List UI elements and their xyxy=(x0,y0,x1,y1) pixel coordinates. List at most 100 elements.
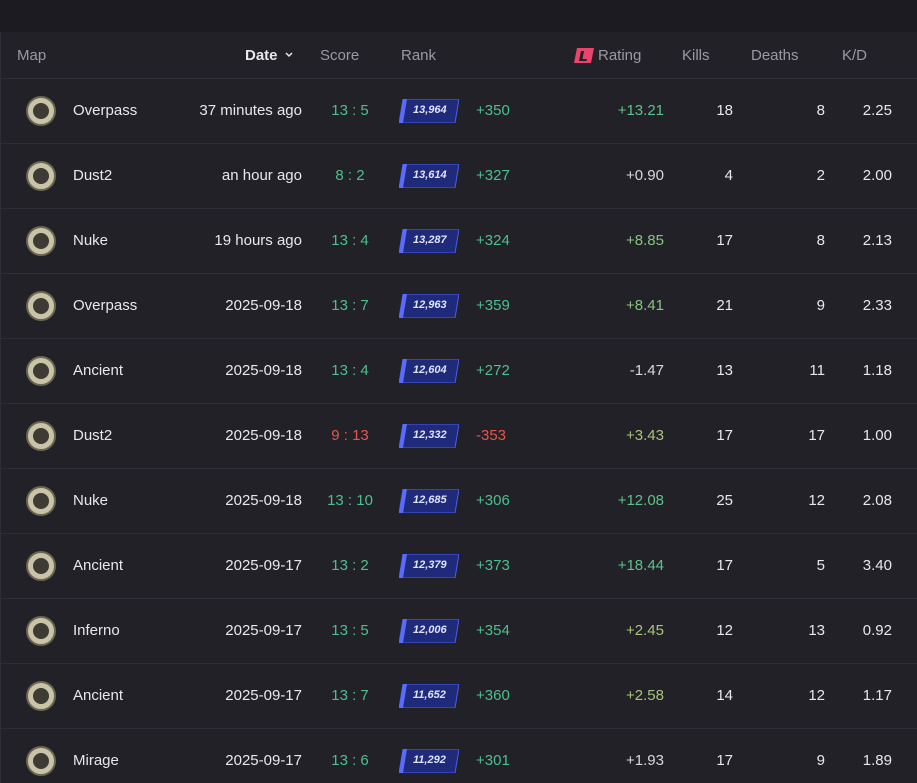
match-date: 2025-09-18 xyxy=(225,362,302,379)
deaths: 9 xyxy=(816,297,825,314)
map-name: Ancient xyxy=(73,557,124,574)
col-map[interactable]: Map xyxy=(17,47,47,64)
col-date[interactable]: Date xyxy=(245,47,278,64)
rank-badge: 13,287 xyxy=(399,229,459,253)
match-row[interactable]: Overpass 2025-09-18 13 : 7 12,963 +359 +8.41 2… xyxy=(1,274,917,339)
col-kills[interactable]: Kills xyxy=(682,47,710,64)
match-score: 13 : 7 xyxy=(331,687,369,704)
rating-logo xyxy=(574,48,594,63)
rank-value: 12,332 xyxy=(413,429,447,441)
match-row[interactable]: Nuke 2025-09-18 13 : 10 12,685 +306 +12.08 25 1… xyxy=(1,469,917,534)
map-name: Dust2 xyxy=(73,427,113,444)
rank-badge: 12,963 xyxy=(399,294,459,318)
match-row[interactable]: Mirage 2025-09-17 13 : 6 11,292 +301 +1.93 17 9… xyxy=(1,729,917,783)
kd-ratio: 2.33 xyxy=(862,297,892,314)
match-date: 37 minutes ago xyxy=(199,102,302,119)
match-score: 9 : 13 xyxy=(331,427,369,444)
match-date: 2025-09-17 xyxy=(225,752,302,769)
map-icon xyxy=(26,681,56,711)
rank-value: 12,963 xyxy=(413,299,447,311)
rating-change: +8.85 xyxy=(626,232,664,249)
map-icon xyxy=(26,356,56,386)
map-name: Ancient xyxy=(73,687,124,704)
rank-value: 11,292 xyxy=(413,754,446,766)
map-icon xyxy=(26,226,56,256)
rank-value: 11,652 xyxy=(413,689,446,701)
deaths: 9 xyxy=(816,752,825,769)
rank-change: +301 xyxy=(476,752,510,769)
match-date: 2025-09-17 xyxy=(225,557,302,574)
map-name: Ancient xyxy=(73,362,124,379)
kills: 14 xyxy=(716,687,733,704)
match-row[interactable]: Ancient 2025-09-17 13 : 7 11,652 +360 +2.58 14… xyxy=(1,664,917,729)
deaths: 5 xyxy=(816,557,825,574)
rank-change: -353 xyxy=(476,427,507,444)
kd-ratio: 2.13 xyxy=(862,232,892,249)
kd-ratio: 1.00 xyxy=(862,427,892,444)
rank-badge: 13,964 xyxy=(399,99,459,123)
match-row[interactable]: Overpass 37 minutes ago 13 : 5 13,964 +350 +1… xyxy=(1,79,917,144)
kills: 17 xyxy=(716,232,733,249)
rank-value: 12,006 xyxy=(413,624,447,636)
rating-change: +2.58 xyxy=(626,687,664,704)
kills: 18 xyxy=(716,102,733,119)
deaths: 13 xyxy=(808,622,825,639)
rating-change: +1.93 xyxy=(626,752,664,769)
map-icon xyxy=(26,421,56,451)
match-row[interactable]: Nuke 19 hours ago 13 : 4 13,287 +324 +8.85 17 8… xyxy=(1,209,917,274)
rank-badge: 12,604 xyxy=(399,359,459,383)
rank-badge: 12,006 xyxy=(399,619,459,643)
col-deaths[interactable]: Deaths xyxy=(751,47,799,64)
sort-icon xyxy=(285,52,293,58)
col-rank[interactable]: Rank xyxy=(401,47,437,64)
rank-value: 13,614 xyxy=(413,169,447,181)
map-name: Dust2 xyxy=(73,167,113,184)
map-icon xyxy=(26,291,56,321)
match-score: 13 : 7 xyxy=(331,297,369,314)
kills: 21 xyxy=(716,297,733,314)
map-name: Overpass xyxy=(73,102,138,119)
match-table: Map Date Score Rank Rating Kills Deaths … xyxy=(0,32,917,783)
deaths: 12 xyxy=(808,687,825,704)
kills: 17 xyxy=(716,557,733,574)
col-kd[interactable]: K/D xyxy=(842,47,868,64)
rank-badge: 12,379 xyxy=(399,554,459,578)
deaths: 11 xyxy=(809,362,825,379)
kd-ratio: 3.40 xyxy=(862,557,892,574)
kills: 17 xyxy=(716,752,733,769)
deaths: 17 xyxy=(808,427,825,444)
rank-change: +350 xyxy=(476,102,510,119)
match-score: 13 : 10 xyxy=(327,492,373,509)
map-name: Nuke xyxy=(73,492,109,509)
col-rating[interactable]: Rating xyxy=(598,47,642,64)
map-icon xyxy=(26,96,56,126)
rank-value: 12,379 xyxy=(413,559,447,571)
match-row[interactable]: Inferno 2025-09-17 13 : 5 12,006 +354 +2.45 12… xyxy=(1,599,917,664)
deaths: 8 xyxy=(816,232,825,249)
rank-change: +324 xyxy=(476,232,510,249)
match-row[interactable]: Ancient 2025-09-17 13 : 2 12,379 +373 +18.44 1… xyxy=(1,534,917,599)
match-row[interactable]: Dust2 an hour ago 8 : 2 13,614 +327 +0.90 4 2 2.… xyxy=(1,144,917,209)
rating-change: +12.08 xyxy=(617,492,664,509)
kd-ratio: 2.25 xyxy=(862,102,892,119)
rank-badge: 13,614 xyxy=(399,164,459,188)
rank-value: 13,287 xyxy=(413,234,447,246)
match-score: 13 : 4 xyxy=(331,232,369,249)
rank-badge: 11,652 xyxy=(399,684,459,708)
match-row[interactable]: Ancient 2025-09-18 13 : 4 12,604 +272 -1.47 13… xyxy=(1,339,917,404)
rating-change: +18.44 xyxy=(617,557,664,574)
table-header: Map Date Score Rank Rating Kills Deaths … xyxy=(1,32,917,79)
map-name: Mirage xyxy=(73,752,119,769)
match-score: 13 : 4 xyxy=(331,362,369,379)
deaths: 2 xyxy=(816,167,825,184)
match-date: an hour ago xyxy=(221,167,302,184)
map-icon xyxy=(26,616,56,646)
kills: 4 xyxy=(724,167,733,184)
map-icon xyxy=(26,486,56,516)
kills: 12 xyxy=(716,622,733,639)
match-row[interactable]: Dust2 2025-09-18 9 : 13 12,332 -353 +3.43 17 17… xyxy=(1,404,917,469)
kd-ratio: 1.17 xyxy=(862,687,892,704)
col-score[interactable]: Score xyxy=(320,47,360,64)
match-score: 8 : 2 xyxy=(335,167,365,184)
kd-ratio: 1.18 xyxy=(862,362,892,379)
